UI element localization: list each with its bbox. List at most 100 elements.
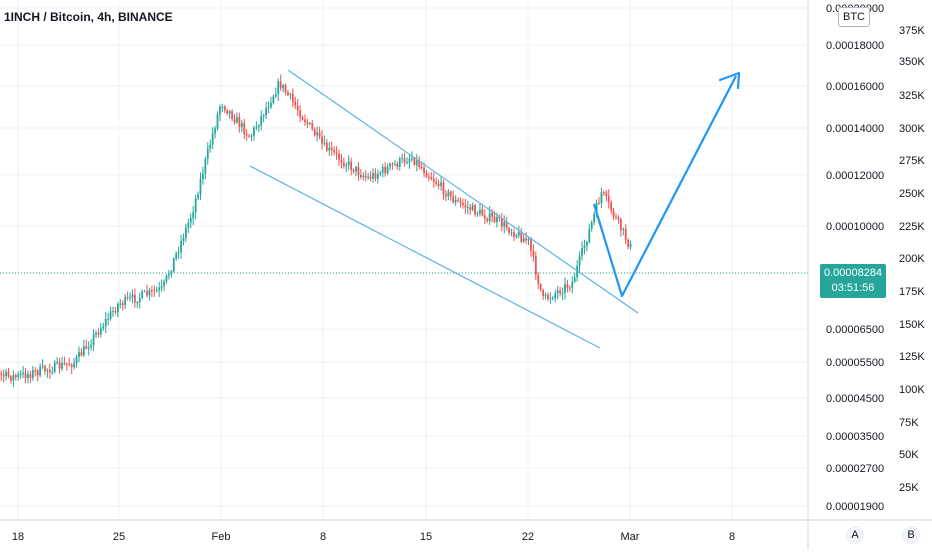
- candle-body: [175, 253, 178, 259]
- projection-path[interactable]: [592, 75, 737, 298]
- candle-body: [338, 153, 340, 160]
- candle-body: [525, 238, 528, 241]
- candle-body: [150, 289, 153, 291]
- candle-body: [114, 311, 117, 313]
- candle-body: [133, 294, 136, 303]
- last-price-label: 0.00008284 03:51:56: [820, 264, 886, 298]
- candle-body: [561, 293, 564, 295]
- price-axis-btc[interactable]: 0.000200000.000180000.000160000.00014000…: [826, 3, 884, 513]
- candle-body: [483, 215, 486, 219]
- candle-body: [165, 275, 168, 282]
- candle-body: [143, 291, 146, 293]
- candle-body: [27, 374, 29, 379]
- candle-body: [515, 235, 518, 237]
- candle-body: [571, 281, 574, 288]
- candle-body: [270, 102, 272, 108]
- candle-body: [12, 375, 15, 381]
- candle-body: [131, 294, 134, 298]
- candle-body: [612, 210, 615, 217]
- log-scale-button[interactable]: B: [902, 526, 920, 544]
- usd-tick-label: 150K: [899, 319, 925, 331]
- candle-body: [73, 363, 76, 368]
- candle-body: [287, 92, 289, 95]
- candle-body: [357, 166, 360, 175]
- candle-body: [209, 144, 212, 149]
- candle-body: [547, 294, 549, 299]
- candle-body: [211, 133, 214, 145]
- auto-scale-button[interactable]: A: [846, 526, 864, 544]
- candle-body: [362, 175, 365, 178]
- candle-body: [345, 165, 348, 167]
- candle-body: [624, 229, 627, 240]
- price-tick-label: 0.00018000: [826, 40, 884, 52]
- candle-body: [148, 289, 151, 296]
- projection-arrowhead[interactable]: [718, 71, 741, 90]
- candle-body: [180, 240, 182, 253]
- candle-body: [350, 161, 353, 170]
- candle-body: [347, 161, 350, 166]
- candle-body: [381, 166, 384, 173]
- candle-body: [121, 303, 124, 305]
- bar-countdown: 03:51:56: [831, 282, 875, 294]
- candle-body: [411, 158, 413, 160]
- candle-body: [389, 163, 391, 167]
- candle-body: [607, 196, 610, 203]
- candle-body: [372, 172, 374, 179]
- candle-body: [31, 370, 34, 378]
- candle-body: [457, 199, 459, 202]
- candle-body: [505, 222, 508, 229]
- usd-tick-label: 75K: [899, 417, 919, 429]
- candle-body: [454, 199, 457, 203]
- usd-tick-label: 100K: [899, 384, 925, 396]
- candle-body: [403, 158, 406, 163]
- candle-body: [510, 232, 513, 234]
- candle-body: [0, 373, 3, 375]
- candle-body: [202, 173, 204, 179]
- price-tick-label: 0.00010000: [826, 221, 884, 233]
- usd-tick-label: 50K: [899, 449, 919, 461]
- price-axis-usd[interactable]: 375K 350K 325K 300K 275K 250K 225K 200K 175K 150K…: [899, 25, 925, 494]
- usd-tick-label: 375K: [899, 25, 925, 37]
- last-price-value: 0.00008284: [823, 267, 883, 279]
- time-tick-label: 8: [729, 531, 735, 543]
- candle-body: [321, 136, 323, 144]
- candle-body: [24, 372, 27, 379]
- candle-body: [622, 229, 625, 231]
- candle-body: [95, 332, 97, 335]
- candle-body: [78, 352, 80, 358]
- candle-body: [340, 159, 343, 163]
- candle-body: [160, 286, 163, 288]
- candle-body: [204, 158, 207, 174]
- candle-body: [428, 176, 430, 178]
- candle-body: [272, 96, 275, 103]
- candle-body: [590, 221, 593, 229]
- candle-body: [629, 243, 632, 247]
- candle-body: [498, 217, 501, 219]
- candle-body: [7, 371, 10, 377]
- candle-body: [556, 290, 559, 294]
- price-tick-label: 0.00016000: [826, 81, 884, 93]
- candle-body: [396, 163, 399, 167]
- candle-body: [10, 376, 12, 381]
- candle-body: [267, 107, 270, 109]
- candle-body: [48, 370, 51, 373]
- candle-body: [481, 209, 484, 216]
- candle-body: [112, 311, 114, 313]
- candle-body: [598, 202, 600, 204]
- candle-body: [352, 169, 355, 172]
- channel-lower-line[interactable]: [249, 165, 601, 349]
- candle-body: [474, 205, 476, 215]
- candle-body: [581, 247, 583, 256]
- time-axis[interactable]: 18 25 Feb 8 15 22 Mar 8: [12, 531, 735, 543]
- candle-body: [56, 361, 59, 363]
- candle-body: [386, 166, 389, 174]
- candle-body: [542, 289, 545, 296]
- candle-body: [172, 258, 175, 272]
- time-tick-label: Feb: [212, 531, 231, 543]
- currency-badge[interactable]: BTC: [838, 7, 870, 27]
- candle-body: [393, 163, 396, 165]
- candle-body: [34, 370, 37, 372]
- candle-body: [90, 344, 93, 348]
